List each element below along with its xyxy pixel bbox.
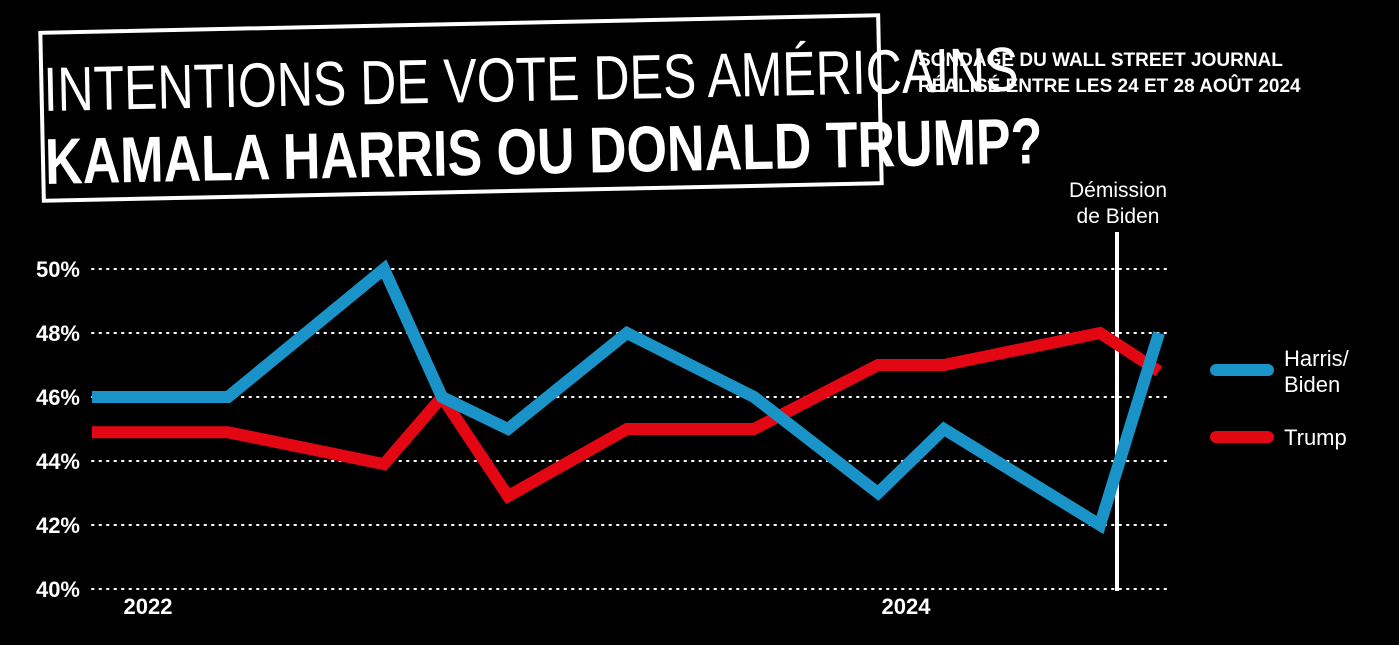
y-tick-label: 48% xyxy=(36,321,80,346)
annotation-label: de Biden xyxy=(1077,205,1160,228)
annotation-label: Démission xyxy=(1069,179,1167,202)
resignation-annotation: Démission de Biden xyxy=(1069,179,1167,591)
subtitle-line1: SONDAGE DU WALL STREET JOURNAL xyxy=(918,50,1283,71)
legend-label: Trump xyxy=(1284,425,1347,450)
x-tick-label: 2024 xyxy=(882,594,932,619)
y-tick-label: 44% xyxy=(36,449,80,474)
y-tick-label: 50% xyxy=(36,257,80,282)
legend-label: Biden xyxy=(1284,372,1340,397)
chart-subtitle: SONDAGE DU WALL STREET JOURNAL RÉALISÉ E… xyxy=(918,48,1301,100)
y-tick-label: 46% xyxy=(36,385,80,410)
series-line-harris-biden xyxy=(92,259,1165,535)
x-tick-label: 2022 xyxy=(124,594,173,619)
y-tick-label: 42% xyxy=(36,513,80,538)
legend-label: Harris/ xyxy=(1284,346,1350,371)
legend: Harris/Biden Trump xyxy=(1210,346,1350,450)
y-tick-label: 40% xyxy=(36,577,80,602)
y-axis-tick-labels: 40% 42% 44% 46% 48% 50% xyxy=(36,257,80,602)
series-lines xyxy=(92,259,1165,535)
subtitle-line2: RÉALISÉ ENTRE LES 24 ET 28 AOÛT 2024 xyxy=(918,76,1301,97)
series-line-trump xyxy=(92,326,1163,505)
x-axis-tick-labels: 2022 2024 xyxy=(124,594,932,619)
